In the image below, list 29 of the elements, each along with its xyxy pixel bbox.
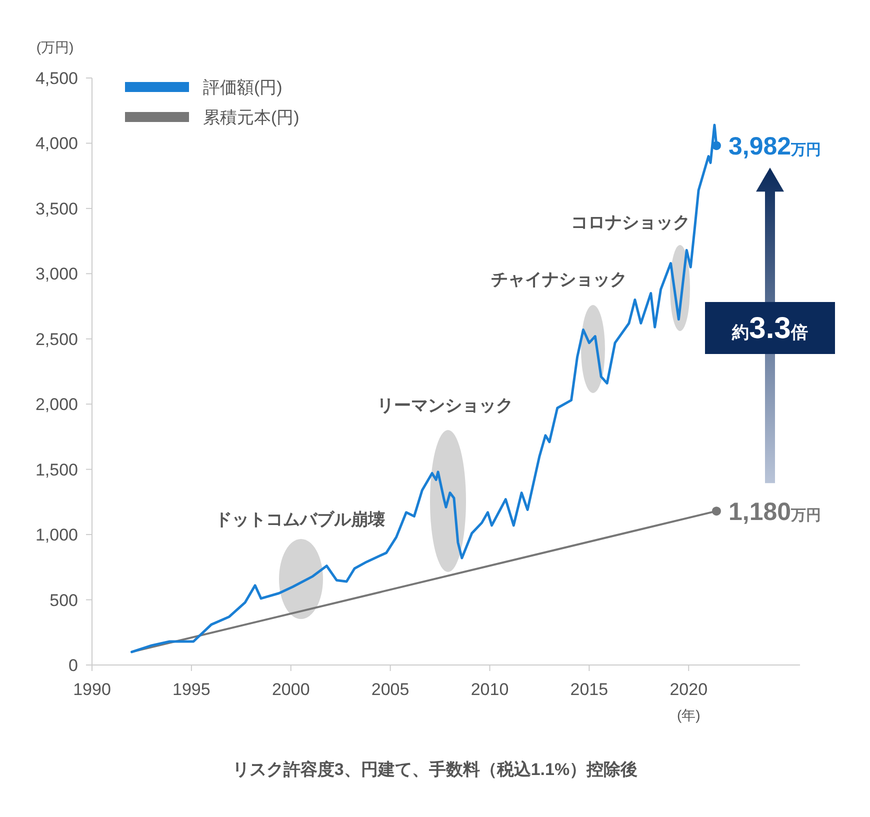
x-axis-title: (年) [676,707,700,723]
y-tick-label: 0 [68,656,78,675]
annotation: 約3.3倍 [731,312,808,345]
annotation: ドットコムバブル崩壊 [215,510,385,529]
x-tick-label: 1995 [172,680,210,699]
x-tick-label: 1990 [73,680,111,699]
annotation: コロナショック [571,213,690,232]
y-tick-label: 2,000 [35,395,78,414]
y-tick-label: 3,500 [35,199,78,218]
legend-label: 評価額(円) [203,78,282,97]
y-tick-label: 500 [50,590,78,610]
data-label: 1,180万円 [728,498,822,526]
annotation: チャイナショック [491,270,627,289]
y-tick-label: 1,000 [35,526,78,545]
y-tick-label: 4,000 [35,134,78,154]
annotation: リーマンショック [377,396,513,415]
x-tick-label: 2010 [470,680,509,699]
y-axis-title: (万円) [36,39,74,55]
y-tick-label: 2,500 [35,330,78,349]
y-tick-label: 4,500 [35,69,78,88]
x-tick-label: 2005 [371,680,410,699]
y-tick-label: 3,000 [35,264,78,284]
x-tick-label: 2020 [670,680,708,699]
text: リスク許容度3、円建て、手数料（税込1.1%）控除後 [232,760,638,779]
y-tick-label: 1,500 [35,460,78,480]
data-label: 3,982万円 [728,132,822,161]
x-tick-label: 2015 [570,680,608,699]
x-tick-label: 2000 [272,680,310,699]
legend-label: 累積元本(円) [203,108,300,127]
